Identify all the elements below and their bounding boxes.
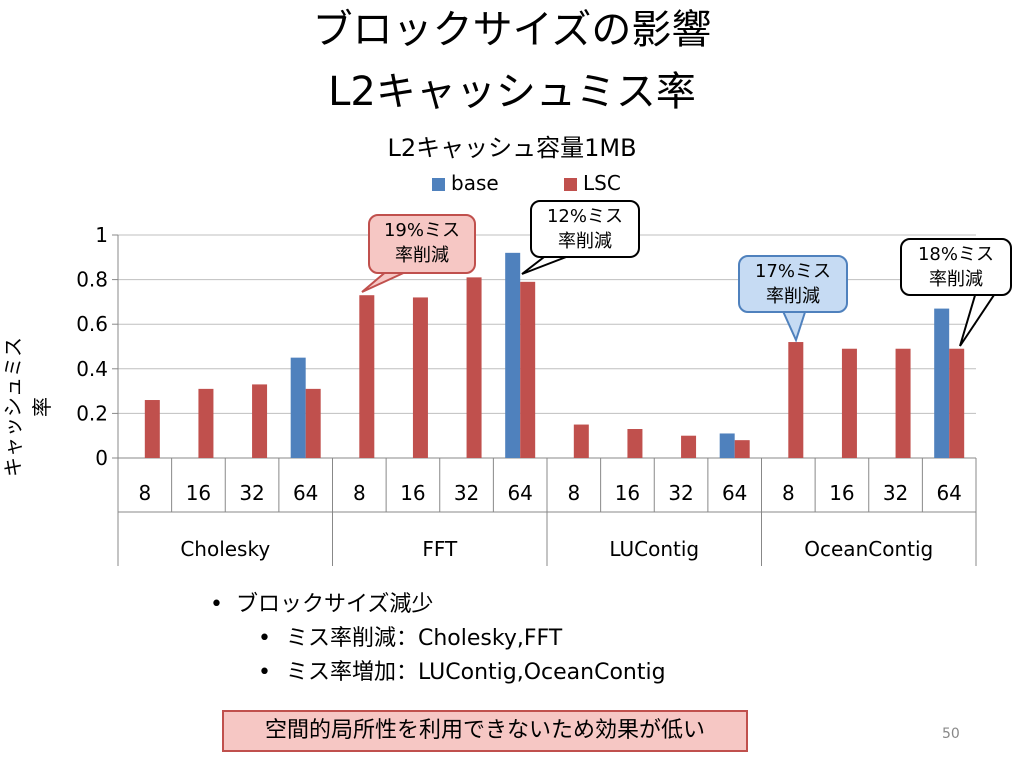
legend-label-base: base bbox=[451, 171, 499, 195]
annotation-fft-base: 12%ミス 率削減 bbox=[530, 200, 640, 258]
annotation-fft-lsc-line2: 率削減 bbox=[395, 245, 449, 266]
legend-label-lsc: LSC bbox=[583, 171, 621, 195]
bar-lsc-fft-32 bbox=[466, 277, 482, 458]
legend-item-lsc: LSC bbox=[564, 170, 621, 196]
bar-base-lucontig-64 bbox=[719, 433, 735, 458]
annotation-ocean-base: 18%ミス 率削減 bbox=[900, 238, 1012, 296]
annotation-pointer-ocean-base bbox=[959, 291, 998, 347]
bullet-list: • ブロックサイズ減少 • ミス率削減：Cholesky,FFT • ミス率増加… bbox=[210, 588, 666, 690]
bar-lsc-cholesky-64 bbox=[305, 388, 321, 458]
x-tick-label: 16 bbox=[186, 481, 211, 505]
annotation-fft-lsc-line1: 19%ミス bbox=[383, 220, 460, 241]
bar-lsc-oceancontig-8 bbox=[788, 342, 804, 458]
bar-lsc-oceancontig-16 bbox=[841, 348, 857, 458]
sub-bullet-item: • ミス率増加：LUContig,OceanContig bbox=[210, 656, 666, 690]
bar-lsc-cholesky-16 bbox=[198, 388, 214, 458]
x-tick-label: 64 bbox=[722, 481, 747, 505]
bar-base-cholesky-64 bbox=[290, 357, 306, 458]
bar-lsc-oceancontig-64 bbox=[949, 348, 965, 458]
legend-item-base: base bbox=[432, 170, 499, 196]
bar-base-oceancontig-64 bbox=[934, 308, 950, 458]
bullet-marker: • bbox=[258, 626, 271, 651]
bar-lsc-lucontig-32 bbox=[681, 435, 697, 458]
annotation-ocean-lsc-line1: 17%ミス bbox=[754, 261, 831, 282]
x-group-label: FFT bbox=[422, 537, 458, 561]
x-tick-label: 64 bbox=[936, 481, 961, 505]
annotation-fft-base-line1: 12%ミス bbox=[546, 206, 623, 227]
bar-lsc-oceancontig-32 bbox=[895, 348, 911, 458]
x-tick-label: 64 bbox=[293, 481, 318, 505]
x-tick-label: 32 bbox=[883, 481, 908, 505]
annotation-ocean-base-line1: 18%ミス bbox=[917, 244, 994, 265]
x-tick-label: 8 bbox=[138, 481, 151, 505]
bar-chart: 0 0.2 0.4 0.6 0.8 1 8 16 32 64 Cholesky 8 16 32 64 FFT 8… bbox=[76, 223, 998, 566]
slide-title: ブロックサイズの影響 bbox=[312, 7, 712, 53]
sub-bullet-text: ミス率増加：LUContig,OceanContig bbox=[286, 660, 666, 685]
x-group-label: LUContig bbox=[609, 537, 699, 561]
bar-lsc-cholesky-8 bbox=[144, 400, 160, 458]
annotation-fft-lsc: 19%ミス 率削減 bbox=[368, 214, 476, 274]
annotation-ocean-lsc: 17%ミス 率削減 bbox=[738, 255, 848, 313]
bullet-marker: • bbox=[258, 660, 271, 685]
legend-swatch-base bbox=[432, 178, 445, 191]
y-tick-label: 0.8 bbox=[76, 268, 108, 292]
y-tick-label: 0.4 bbox=[76, 357, 108, 381]
sub-bullet-item: • ミス率削減：Cholesky,FFT bbox=[210, 622, 666, 656]
y-tick-label: 1 bbox=[95, 223, 108, 247]
chart-title: L2キャッシュ容量1MB bbox=[387, 134, 637, 162]
bar-lsc-fft-16 bbox=[412, 297, 428, 458]
x-group-label: OceanContig bbox=[804, 537, 933, 561]
annotation-ocean-base-line2: 率削減 bbox=[929, 269, 983, 290]
x-tick-label: 32 bbox=[454, 481, 479, 505]
bar-lsc-fft-64 bbox=[520, 281, 536, 458]
x-tick-label: 16 bbox=[829, 481, 854, 505]
bar-base-fft-64 bbox=[505, 252, 521, 458]
x-tick-label: 8 bbox=[782, 481, 795, 505]
slide-subtitle: L2キャッシュミス率 bbox=[328, 69, 696, 115]
legend-swatch-lsc bbox=[564, 178, 577, 191]
page-number: 50 bbox=[942, 726, 960, 742]
bar-lsc-lucontig-16 bbox=[627, 429, 643, 458]
x-tick-label: 8 bbox=[353, 481, 366, 505]
bar-lsc-cholesky-32 bbox=[252, 384, 268, 458]
x-tick-label: 64 bbox=[507, 481, 532, 505]
bullet-item: • ブロックサイズ減少 bbox=[210, 588, 666, 622]
y-tick-label: 0 bbox=[95, 446, 108, 470]
x-tick-label: 32 bbox=[668, 481, 693, 505]
bar-lsc-fft-8 bbox=[359, 295, 375, 458]
conclusion-note: 空間的局所性を利用できないため効果が低い bbox=[222, 710, 748, 752]
annotation-ocean-lsc-line2: 率削減 bbox=[766, 286, 820, 307]
y-tick-label: 0.6 bbox=[76, 312, 108, 336]
x-tick-label: 8 bbox=[567, 481, 580, 505]
y-tick-label: 0.2 bbox=[76, 401, 108, 425]
x-group-label: Cholesky bbox=[180, 537, 270, 561]
sub-bullet-text: ミス率削減：Cholesky,FFT bbox=[286, 626, 563, 651]
bullet-text: ブロックサイズ減少 bbox=[236, 592, 434, 617]
bullet-marker: • bbox=[210, 592, 223, 617]
x-tick-label: 16 bbox=[615, 481, 640, 505]
x-tick-label: 16 bbox=[400, 481, 425, 505]
x-tick-label: 32 bbox=[239, 481, 264, 505]
annotation-fft-base-line2: 率削減 bbox=[558, 231, 612, 252]
bar-lsc-lucontig-8 bbox=[573, 424, 589, 458]
bar-lsc-lucontig-64 bbox=[734, 440, 750, 458]
